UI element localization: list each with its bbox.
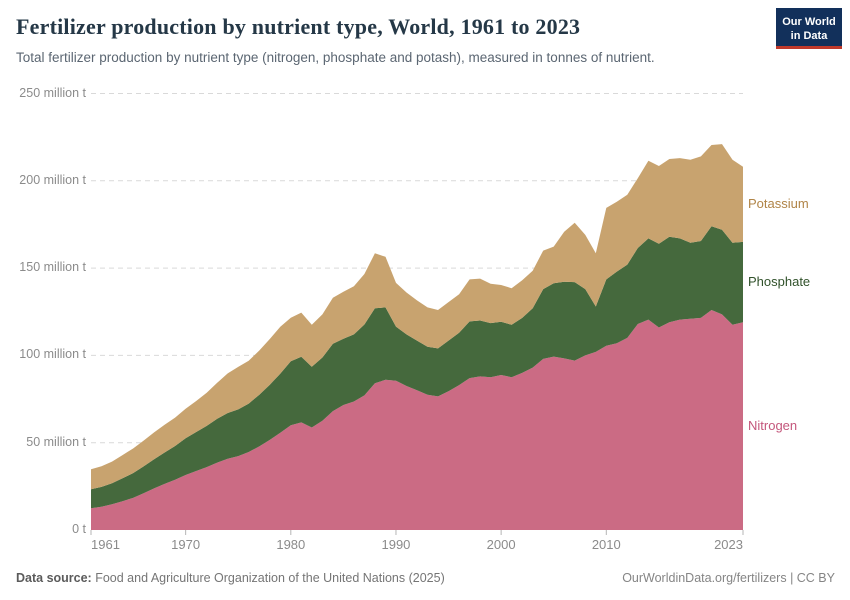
data-source-text: Food and Agriculture Organization of the… [95, 571, 445, 585]
x-axis-label: 2023 [714, 537, 743, 552]
y-axis-label: 250 million t [19, 85, 86, 100]
x-axis-label: 2010 [591, 537, 621, 552]
chart-subtitle: Total fertilizer production by nutrient … [16, 50, 655, 65]
legend-label-phosphate[interactable]: Phosphate [748, 274, 811, 290]
y-axis-label: 50 million t [26, 434, 86, 449]
data-source-note: Data source: Food and Agriculture Organi… [16, 571, 445, 585]
x-axis-label: 1980 [276, 537, 306, 552]
x-axis-label: 1961 [91, 537, 120, 552]
x-axis-label: 1990 [381, 537, 411, 552]
x-axis-label: 1970 [171, 537, 201, 552]
logo-line2: in Data [790, 30, 828, 43]
y-axis-label: 0 t [72, 522, 86, 536]
legend-label-nitrogen[interactable]: Nitrogen [748, 418, 798, 434]
logo-line1: Our World [782, 16, 836, 28]
owid-credit-link[interactable]: OurWorldinData.org/fertilizers | CC BY [622, 571, 835, 585]
data-source-label: Data source: [16, 571, 92, 585]
area-phosphate[interactable] [91, 226, 743, 509]
y-axis-label: 100 million t [19, 347, 86, 362]
legend-label-potassium[interactable]: Potassium [748, 196, 809, 212]
area-potassium[interactable] [91, 144, 743, 490]
y-axis-label: 150 million t [19, 260, 86, 275]
area-nitrogen[interactable] [91, 310, 743, 530]
owid-logo[interactable]: Our World in Data [776, 8, 842, 49]
y-axis-label: 200 million t [19, 172, 86, 187]
page-title: Fertilizer production by nutrient type, … [16, 14, 581, 39]
x-axis-label: 2000 [486, 537, 516, 552]
